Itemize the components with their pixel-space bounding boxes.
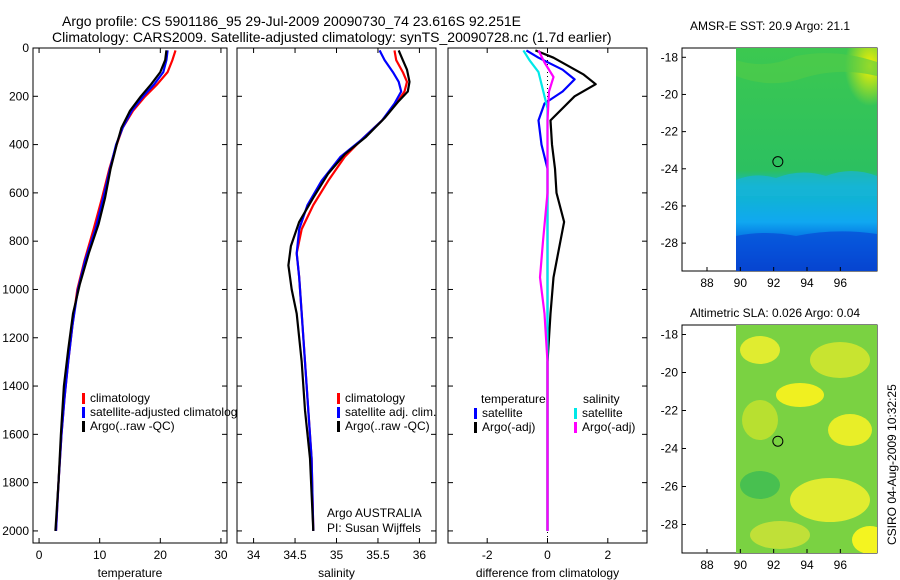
amsr-sst-ytick-label: -20 [661,87,679,101]
legend-label: climatology [345,391,405,405]
legend-label: Argo(..raw -QC) [345,419,430,433]
salinity-series-climatology [295,50,409,531]
altimetric-sla-xtick-label: 96 [834,558,848,572]
amsr-sst-ytick-label: -22 [661,125,679,139]
depth-tick-label: 1000 [2,282,29,296]
legend-label: climatology [90,391,150,405]
salinity-panel: 34 34.5 35 35.5 36 salinity climatologysatelli… [237,47,436,580]
depth-tick-label: 1400 [2,379,29,393]
depth-tick-label: 400 [9,138,29,152]
argo-country-annotation: Argo AUSTRALIA [327,506,422,520]
argo-position-marker [772,435,784,447]
altimetric-sla-ytick-label: -28 [661,518,679,532]
temperature-xtick-label: 10 [93,548,107,562]
salinity-xtick-label: 35.5 [366,548,390,562]
legend-swatch [337,393,340,404]
salinity-xtick-label: 35 [330,548,344,562]
argo-position-marker [772,156,784,168]
altimetric-sla-xtick-label: 92 [767,558,781,572]
depth-tick-label: 0 [22,41,29,55]
temperature-series-satellite-adjusted-climatology [54,50,169,531]
figure-title-line1: Argo profile: CS 5901186_95 29-Jul-2009 … [62,13,521,29]
salinity-xtick-label: 36 [413,548,427,562]
legend-header: salinity [583,392,620,406]
temperature-xtick-label: 0 [36,548,43,562]
legend-swatch [337,407,340,418]
legend-label: Argo(-adj) [582,420,635,434]
temperature-xlabel: temperature [98,566,163,580]
sst-map-axes: 88 90 92 94 96 -18 -20 -22 -24 -26 -28 [661,50,848,290]
figure-title-line2: Climatology: CARS2009. Satellite-adjuste… [52,29,612,45]
temperature-xtick-label: 30 [214,548,228,562]
difference-panel: -2 0 2 difference from climatology temperatu… [448,47,647,580]
depth-tick-label: 600 [9,186,29,200]
legend-label: Argo(..raw -QC) [90,419,175,433]
temperature-series-argo-raw-qc- [54,50,168,531]
difference-series-temperature-argo-adj- [534,49,597,531]
altimetric-sla-ytick-label: -18 [661,328,679,342]
temperature-panel-frame [32,47,228,544]
depth-tick-label: 800 [9,234,29,248]
difference-xtick-label: -2 [482,548,493,562]
temperature-series-climatology [54,50,177,531]
amsr-sst-ytick-label: -18 [661,50,679,64]
salinity-series-argo-raw-qc- [287,49,411,531]
legend-label: satellite-adjusted climatolog [90,405,237,419]
amsr-sst-ytick-label: -24 [661,162,679,176]
legend-swatch [574,408,577,419]
temperature-panel: 0 10 20 30 0 200 400 600 800 1000 1200 1400 1600 1800… [2,41,237,580]
amsr-sst-xtick-label: 92 [767,276,781,290]
salinity-xtick-label: 34.5 [283,548,307,562]
amsr-sst-ytick-label: -26 [661,199,679,213]
amsr-sst-xtick-label: 94 [800,276,814,290]
amsr-sst-xtick-label: 96 [834,276,848,290]
difference-xlabel: difference from climatology [476,566,619,580]
legend-swatch [574,422,577,433]
temperature-xtick-label: 20 [154,548,168,562]
side-timestamp: CSIRO 04-Aug-2009 10:32:25 [885,384,899,545]
altimetric-sla-ytick-label: -22 [661,404,679,418]
depth-tick-label: 2000 [2,524,29,538]
amsr-sst-xtick-label: 88 [700,276,714,290]
legend-swatch [474,422,477,433]
legend-label: satellite [582,406,623,420]
sla-map-title: Altimetric SLA: 0.026 Argo: 0.04 [690,306,860,320]
depth-tick-label: 1600 [2,427,29,441]
legend-label: satellite adj. clim. [345,405,436,419]
difference-series-salinity-satellite [522,49,549,531]
depth-tick-label: 1200 [2,331,29,345]
sst-heatmap [736,48,877,271]
legend-label: Argo(-adj) [482,420,535,434]
difference-series-salinity-argo-adj- [537,49,555,531]
legend-header: temperature [481,392,546,406]
pi-annotation: PI: Susan Wijffels [327,521,421,535]
depth-tick-label: 200 [9,89,29,103]
altimetric-sla-ytick-label: -26 [661,480,679,494]
salinity-series-satellite-adj-clim- [295,49,403,531]
amsr-sst-xtick-label: 90 [734,276,748,290]
depth-tick-label: 1800 [2,476,29,490]
altimetric-sla-ytick-label: -20 [661,366,679,380]
legend-swatch [82,393,85,404]
salinity-panel-frame [236,47,437,544]
sla-map-axes: 88 90 92 94 96 -18 -20 -22 -24 -26 -28 [661,328,848,573]
difference-xtick-label: 2 [604,548,611,562]
sla-heatmap [736,325,877,553]
legend-label: satellite [482,406,523,420]
legend-swatch [82,421,85,432]
salinity-xlabel: salinity [318,566,355,580]
altimetric-sla-xtick-label: 88 [700,558,714,572]
difference-xtick-label: 0 [544,548,551,562]
altimetric-sla-xtick-label: 94 [800,558,814,572]
legend-swatch [474,408,477,419]
altimetric-sla-ytick-label: -24 [661,442,679,456]
sst-map-title: AMSR-E SST: 20.9 Argo: 21.1 [690,19,850,33]
salinity-xtick-label: 34 [247,548,261,562]
legend-swatch [337,421,340,432]
legend-swatch [82,407,85,418]
altimetric-sla-xtick-label: 90 [734,558,748,572]
amsr-sst-ytick-label: -28 [661,236,679,250]
